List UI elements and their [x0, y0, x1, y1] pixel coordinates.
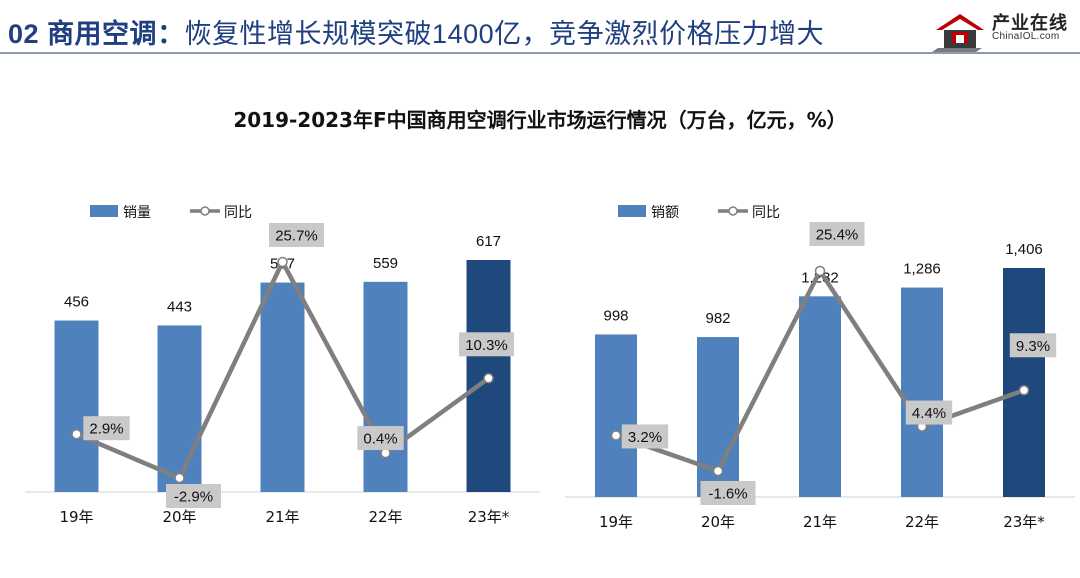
legend-label-bar: 销额	[651, 205, 679, 221]
yoy-value-label: 3.2%	[628, 429, 662, 446]
bar	[595, 334, 637, 497]
yoy-value-label: 10.3%	[465, 337, 508, 354]
bar-value-label: 982	[705, 310, 730, 327]
yoy-marker	[277, 256, 288, 268]
yoy-value-label: -1.6%	[708, 486, 747, 503]
logo-name: 产业在线	[992, 13, 1068, 34]
yoy-value-label-box	[357, 426, 404, 451]
legend-swatch-bar	[90, 205, 118, 217]
yoy-value-label-box	[459, 332, 514, 357]
yoy-value-label-box	[621, 424, 669, 449]
yoy-value-label: 25.4%	[816, 227, 859, 244]
x-tick-label: 23年*	[468, 508, 510, 526]
yoy-marker	[174, 472, 185, 484]
yoy-value-label: 25.7%	[275, 228, 318, 245]
bar	[157, 325, 202, 492]
legend-marker-line	[728, 206, 738, 216]
yoy-value-label: 0.4%	[363, 431, 397, 448]
yoy-marker	[483, 373, 494, 384]
yoy-value-label: -2.9%	[174, 489, 213, 506]
yoy-value-label-box	[700, 481, 756, 505]
legend-swatch-bar	[618, 205, 646, 217]
x-tick-label: 20年	[162, 508, 196, 526]
bar	[363, 281, 408, 492]
bar-value-label: 1,286	[903, 261, 941, 278]
legend-label-bar: 销量	[123, 205, 151, 221]
x-tick-label: 20年	[701, 513, 735, 531]
section-number: 02	[8, 19, 40, 49]
yoy-value-label: 9.3%	[1016, 338, 1050, 355]
yoy-marker	[814, 265, 826, 277]
yoy-value-label-box	[809, 222, 865, 246]
section-name: 商用空调	[47, 19, 158, 49]
legend-label-line: 同比	[752, 205, 780, 221]
yoy-marker	[1018, 385, 1030, 396]
legend: 销量 同比	[90, 205, 252, 221]
chart-title: 2019-2023年F中国商用空调行业市场运行情况（万台，亿元，%）	[233, 108, 847, 132]
bar	[260, 282, 305, 492]
bar-value-label: 443	[167, 298, 192, 315]
bar-value-label: 456	[64, 294, 89, 311]
yoy-marker	[71, 428, 82, 440]
bar-value-label: 998	[603, 307, 628, 324]
chart-panel-1: 销量同比45619年44320年55721年55922年61723年*2.9%-…	[25, 205, 540, 526]
yoy-value-label: 4.4%	[912, 405, 946, 422]
x-tick-label: 22年	[905, 513, 939, 531]
header-divider	[0, 52, 1080, 54]
x-tick-label: 22年	[368, 508, 402, 526]
x-tick-label: 19年	[59, 508, 93, 526]
yoy-marker	[712, 465, 724, 477]
house-logo-icon	[932, 14, 984, 52]
legend-label-line: 同比	[224, 205, 252, 221]
logo-site: ChinaIOL.com	[992, 31, 1060, 42]
x-tick-label: 21年	[803, 513, 837, 531]
bar	[799, 296, 841, 497]
bar-value-label: 559	[373, 255, 398, 272]
bar-value-label: 617	[476, 233, 501, 250]
yoy-marker	[610, 430, 622, 441]
yoy-value-label-box	[166, 484, 221, 508]
headline: 恢复性增长规模突破1400亿，竞争激烈价格压力增大	[184, 19, 825, 49]
bar	[54, 320, 99, 492]
yoy-value-label-box	[1009, 333, 1057, 358]
bar-value-label: 1,406	[1005, 241, 1043, 258]
x-tick-label: 21年	[265, 508, 299, 526]
bar	[901, 287, 943, 497]
yoy-value-label-box	[83, 416, 130, 441]
yoy-value-label-box	[905, 400, 953, 425]
legend-marker-line	[200, 206, 210, 216]
yoy-value-label-box	[269, 223, 324, 247]
title-colon: ：	[157, 19, 185, 49]
yoy-value-label: 2.9%	[89, 421, 123, 438]
chart-panel-2: 销额 同比99819年98220年1,23221年1,28622年1,40623年…	[565, 205, 1075, 531]
x-tick-label: 23年*	[1003, 513, 1045, 531]
bar	[1003, 268, 1045, 497]
x-tick-label: 19年	[599, 513, 633, 531]
legend: 销额 同比	[618, 205, 780, 221]
page-title: 02 商用空调：恢复性增长规模突破1400亿，竞争激烈价格压力增大	[8, 12, 824, 51]
